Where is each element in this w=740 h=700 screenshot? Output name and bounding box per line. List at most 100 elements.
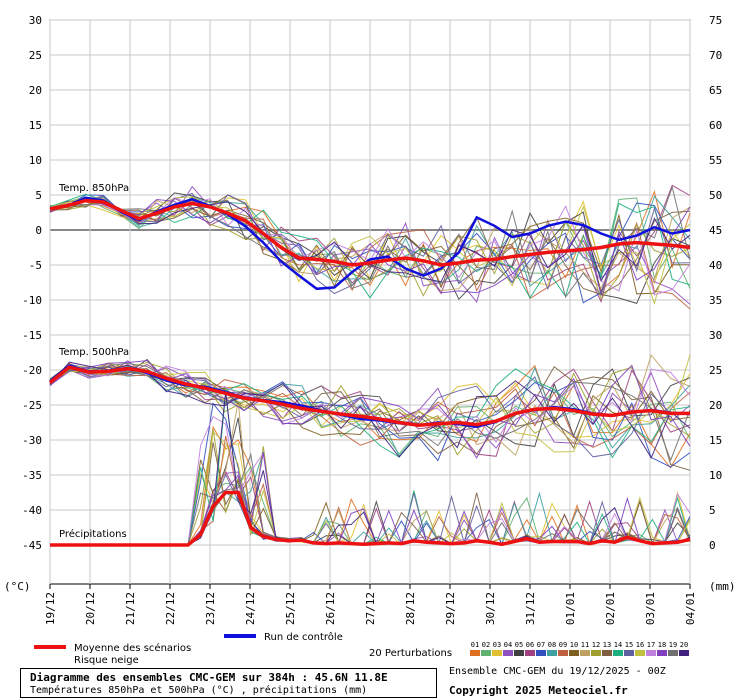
copyright: Copyright 2025 Meteociel.fr [449,684,628,697]
perturb-number: 08 [548,641,556,649]
legend-snow-label: Risque neige [74,655,139,666]
perturb-swatch [613,650,623,656]
perturb-number: 15 [625,641,633,649]
right-tick-label: 40 [709,259,722,272]
perturb-swatch [624,650,634,656]
perturb-swatch [580,650,590,656]
main-lines [48,196,691,547]
right-tick-label: 75 [709,14,722,27]
date-tick-label: 20/12 [84,592,97,625]
perturb-number: 16 [636,641,644,649]
right-tick-label: 5 [709,504,716,517]
date-tick-label: 04/01 [684,592,697,625]
perturb-number: 04 [504,641,512,649]
legend-control-label: Run de contrôle [264,631,343,643]
perturb-number: 10 [570,641,578,649]
perturb-number: 01 [471,641,479,649]
grid [49,19,691,584]
perturbation-legend: 01 02 03 04 05 06 07 08 09 10 11 12 13 14 15 16 17 18 19 20 [470,641,689,656]
perturb-number: 03 [493,641,501,649]
perturb-number: 17 [647,641,655,649]
panel-label-t500: Temp. 500hPa [58,347,129,358]
date-tick-label: 21/12 [124,592,137,625]
member-500-line [49,360,691,460]
left-tick-label: 10 [29,154,42,167]
right-tick-label: 15 [709,434,722,447]
date-tick-label: 23/12 [204,592,217,625]
perturb-swatch [679,650,689,656]
perturb-swatch [547,650,557,656]
perturb-swatch [470,650,480,656]
mean-precip-line [50,490,691,547]
perturb-number: 05 [515,641,523,649]
left-tick-label: 20 [29,84,42,97]
right-tick-label: 10 [709,469,722,482]
mean-850-line [49,198,691,267]
perturb-swatch [481,650,491,656]
right-tick-label: 30 [709,329,722,342]
member-850-line [49,197,691,301]
chart-subtitle: Températures 850hPa et 500hPa (°C) , pré… [30,685,368,696]
date-tick-label: 30/12 [484,592,497,625]
chart-info-box: Diagramme des ensembles CMC-GEM sur 384h… [20,668,437,698]
perturb-swatch [569,650,579,656]
left-tick-label: 30 [29,14,42,27]
right-tick-label: 55 [709,154,722,167]
perturb-number: 11 [581,641,589,649]
left-tick-label: -35 [22,469,42,482]
panel-label-t850: Temp. 850hPa [58,183,129,194]
date-tick-label: 03/01 [644,592,657,625]
perturb-number: 14 [614,641,622,649]
perturb-swatch [635,650,645,656]
left-tick-label: -25 [22,399,42,412]
date-tick-label: 02/01 [604,592,617,625]
right-tick-label: 65 [709,84,722,97]
member-850-line [49,196,691,305]
perturb-swatch [591,650,601,656]
left-tick-label: -30 [22,434,42,447]
left-tick-label: 0 [35,224,42,237]
panel-label-precip: Précipitations [59,528,127,540]
legend-mean-label: Moyenne des scénarios [74,642,191,654]
date-tick-label: 26/12 [324,592,337,625]
left-tick-label: 15 [29,119,42,132]
mean-500-line [48,365,690,428]
legend-perturb-label: 20 Perturbations [369,648,452,659]
left-tick-label: -5 [29,259,42,272]
perturb-number: 12 [592,641,600,649]
left-tick-label: 5 [35,189,42,202]
right-tick-label: 70 [709,49,722,62]
perturb-swatch [657,650,667,656]
perturb-number: 02 [482,641,490,649]
left-tick-label: -15 [22,329,42,342]
right-tick-label: 45 [709,224,722,237]
perturb-swatch [536,650,546,656]
right-tick-label: 0 [709,539,716,552]
right-tick-label: 20 [709,399,722,412]
right-tick-label: 25 [709,364,722,377]
ensemble-info: Ensemble CMC-GEM du 19/12/2025 - 00Z [449,666,666,677]
right-tick-label: 50 [709,189,722,202]
date-tick-label: 22/12 [164,592,177,625]
perturb-swatch [602,650,612,656]
date-tick-label: 27/12 [364,592,377,625]
left-tick-label: -40 [22,504,42,517]
chart-title: Diagramme des ensembles CMC-GEM sur 384h… [30,671,388,684]
member-850-line [49,192,691,295]
perturb-swatch [503,650,513,656]
perturb-number: 20 [680,641,688,649]
member-850-line [49,184,691,304]
perturb-swatch [668,650,678,656]
left-tick-label: -20 [22,364,42,377]
date-tick-label: 19/12 [44,592,57,625]
axes: 302520151050-5-10-15-20-25-30-35-40-4575… [22,14,722,625]
perturb-number: 19 [669,641,677,649]
perturb-number: 13 [603,641,611,649]
date-tick-label: 25/12 [284,592,297,625]
perturb-swatch [558,650,568,656]
left-axis-unit: (°C) [4,580,31,593]
perturb-swatch [646,650,656,656]
perturb-number: 09 [559,641,567,649]
perturb-number: 06 [526,641,534,649]
